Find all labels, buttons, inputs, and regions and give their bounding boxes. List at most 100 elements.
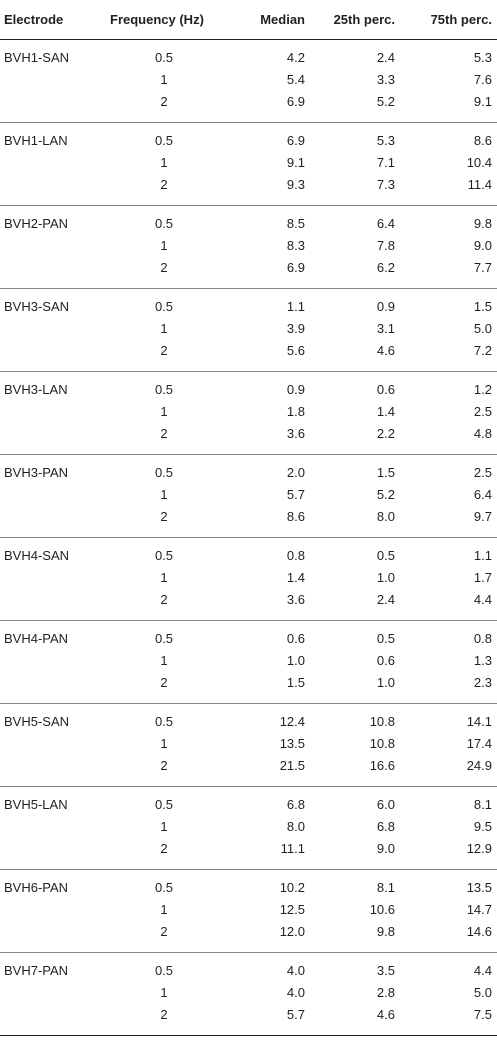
table-row: 1 5.4 3.3 7.6 bbox=[0, 69, 497, 91]
cell-electrode bbox=[0, 838, 98, 870]
table-row: 1 12.5 10.6 14.7 bbox=[0, 899, 497, 921]
cell-25th-percentile: 2.4 bbox=[376, 49, 395, 65]
cell-75th-percentile: 9.8 bbox=[473, 215, 492, 231]
cell-electrode bbox=[0, 589, 98, 621]
cell-frequency: 2 bbox=[160, 840, 168, 856]
table-row: 2 12.0 9.8 14.6 bbox=[0, 921, 497, 953]
cell-25th-percentile: 6.0 bbox=[376, 796, 395, 812]
cell-frequency: 1 bbox=[160, 320, 168, 336]
cell-frequency: 0.5 bbox=[154, 49, 174, 65]
cell-frequency: 0.5 bbox=[154, 547, 174, 563]
cell-75th-percentile: 5.0 bbox=[473, 984, 492, 1000]
cell-electrode bbox=[0, 921, 98, 953]
table-row: BVH5-LAN 0.5 6.8 6.0 8.1 bbox=[0, 786, 497, 816]
cell-electrode bbox=[0, 318, 98, 340]
cell-median: 1.1 bbox=[286, 298, 305, 314]
table-row: 1 1.4 1.0 1.7 bbox=[0, 567, 497, 589]
cell-frequency: 2 bbox=[160, 259, 168, 275]
cell-25th-percentile: 5.2 bbox=[376, 486, 395, 502]
cell-median: 21.5 bbox=[279, 757, 305, 773]
table-row: 2 21.5 16.6 24.9 bbox=[0, 755, 497, 787]
header-frequency: Frequency (Hz) bbox=[98, 0, 218, 40]
table-row: 2 5.7 4.6 7.5 bbox=[0, 1004, 497, 1035]
cell-25th-percentile: 4.6 bbox=[376, 1006, 395, 1022]
cell-25th-percentile: 7.8 bbox=[376, 237, 395, 253]
cell-electrode: BVH3-PAN bbox=[4, 464, 69, 480]
cell-frequency: 1 bbox=[160, 403, 168, 419]
header-75th-percentile: 75th perc. bbox=[398, 0, 497, 40]
cell-frequency: 1 bbox=[160, 486, 168, 502]
cell-median: 0.8 bbox=[286, 547, 305, 563]
cell-median: 0.6 bbox=[286, 630, 305, 646]
cell-25th-percentile: 5.2 bbox=[376, 93, 395, 109]
header-25th-percentile: 25th perc. bbox=[308, 0, 398, 40]
cell-electrode bbox=[0, 235, 98, 257]
cell-25th-percentile: 10.6 bbox=[369, 901, 395, 917]
cell-75th-percentile: 9.1 bbox=[473, 93, 492, 109]
cell-electrode bbox=[0, 755, 98, 787]
table-row: BVH2-PAN 0.5 8.5 6.4 9.8 bbox=[0, 205, 497, 235]
cell-75th-percentile: 2.3 bbox=[473, 674, 492, 690]
cell-25th-percentile: 6.8 bbox=[376, 818, 395, 834]
cell-25th-percentile: 10.8 bbox=[369, 713, 395, 729]
cell-frequency: 2 bbox=[160, 591, 168, 607]
cell-25th-percentile: 10.8 bbox=[369, 735, 395, 751]
cell-frequency: 0.5 bbox=[154, 879, 174, 895]
table-row: 1 1.8 1.4 2.5 bbox=[0, 401, 497, 423]
cell-75th-percentile: 8.6 bbox=[473, 132, 492, 148]
cell-frequency: 2 bbox=[160, 176, 168, 192]
table-header: Electrode Frequency (Hz) Median 25th per… bbox=[0, 0, 497, 40]
table-row: 2 3.6 2.2 4.8 bbox=[0, 423, 497, 455]
cell-75th-percentile: 8.1 bbox=[473, 796, 492, 812]
cell-median: 11.1 bbox=[280, 840, 305, 856]
cell-frequency: 2 bbox=[160, 1006, 168, 1022]
table-row: 2 9.3 7.3 11.4 bbox=[0, 174, 497, 205]
header-row: Electrode Frequency (Hz) Median 25th per… bbox=[0, 0, 497, 40]
cell-median: 4.0 bbox=[286, 984, 305, 1000]
cell-75th-percentile: 6.4 bbox=[473, 486, 492, 502]
cell-75th-percentile: 10.4 bbox=[466, 154, 492, 170]
cell-median: 6.9 bbox=[286, 259, 305, 275]
cell-75th-percentile: 17.4 bbox=[466, 735, 492, 751]
cell-25th-percentile: 1.0 bbox=[376, 569, 395, 585]
table-row: 2 8.6 8.0 9.7 bbox=[0, 506, 497, 537]
cell-median: 9.1 bbox=[286, 154, 305, 170]
cell-electrode: BVH5-LAN bbox=[4, 796, 68, 812]
table-row: BVH6-PAN 0.5 10.2 8.1 13.5 bbox=[0, 869, 497, 899]
cell-25th-percentile: 5.3 bbox=[376, 132, 395, 148]
cell-25th-percentile: 9.8 bbox=[376, 923, 395, 939]
cell-75th-percentile: 7.7 bbox=[473, 259, 492, 275]
cell-electrode: BVH3-SAN bbox=[4, 298, 70, 314]
cell-75th-percentile: 4.8 bbox=[473, 425, 492, 441]
cell-electrode bbox=[0, 423, 98, 455]
cell-frequency: 1 bbox=[160, 984, 168, 1000]
cell-electrode bbox=[0, 484, 98, 506]
cell-frequency: 1 bbox=[160, 735, 168, 751]
cell-75th-percentile: 2.5 bbox=[473, 403, 492, 419]
cell-25th-percentile: 0.6 bbox=[376, 381, 395, 397]
cell-75th-percentile: 11.4 bbox=[467, 176, 492, 192]
cell-frequency: 2 bbox=[160, 508, 168, 524]
cell-electrode bbox=[0, 733, 98, 755]
cell-median: 6.9 bbox=[286, 93, 305, 109]
cell-median: 1.4 bbox=[286, 569, 305, 585]
cell-electrode bbox=[0, 91, 98, 123]
cell-frequency: 2 bbox=[160, 674, 168, 690]
cell-25th-percentile: 4.6 bbox=[376, 342, 395, 358]
cell-25th-percentile: 2.4 bbox=[376, 591, 395, 607]
cell-median: 1.0 bbox=[286, 652, 305, 668]
cell-frequency: 0.5 bbox=[154, 215, 174, 231]
cell-electrode bbox=[0, 650, 98, 672]
table-row: 1 9.1 7.1 10.4 bbox=[0, 152, 497, 174]
cell-25th-percentile: 2.8 bbox=[376, 984, 395, 1000]
cell-75th-percentile: 7.6 bbox=[473, 71, 492, 87]
cell-frequency: 0.5 bbox=[154, 796, 174, 812]
header-median: Median bbox=[218, 0, 308, 40]
cell-electrode bbox=[0, 899, 98, 921]
cell-frequency: 0.5 bbox=[154, 381, 174, 397]
table-row: 2 6.9 6.2 7.7 bbox=[0, 257, 497, 288]
cell-frequency: 0.5 bbox=[154, 630, 174, 646]
cell-frequency: 0.5 bbox=[154, 132, 174, 148]
cell-median: 5.6 bbox=[286, 342, 305, 358]
